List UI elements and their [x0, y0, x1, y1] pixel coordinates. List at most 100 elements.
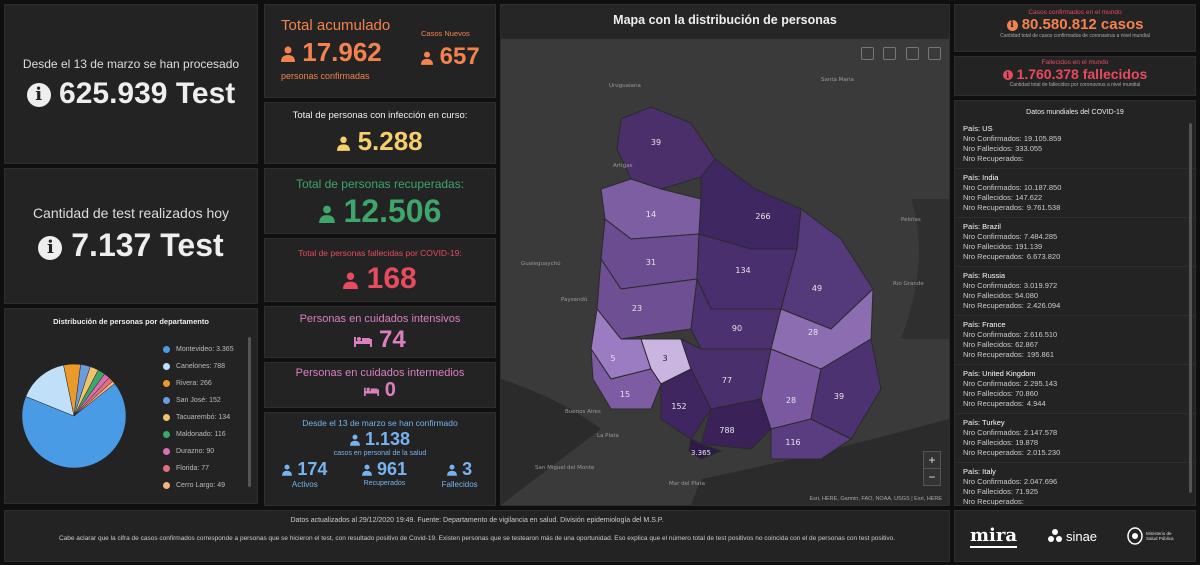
map-place-5: Buenos Aires [565, 409, 601, 415]
country-item: País: Brazil Nro Confirmados: 7.484.285 Nr… [955, 218, 1195, 267]
legend-item[interactable]: Durazno: 90 [163, 443, 247, 460]
map-view[interactable]: 39 14 266 31 134 49 23 90 28 5 3 77 15 1… [501, 39, 949, 505]
country-confirmados: Nro Confirmados: 19.105.859 [963, 134, 1062, 143]
person-icon [447, 464, 458, 476]
dept-maldonado [770, 418, 852, 460]
home-icon[interactable] [860, 47, 874, 60]
country-recuperados-label: Nro Recuperados: [963, 448, 1024, 457]
legend-scrollbar[interactable] [248, 337, 251, 487]
map-label-paysandu: 31 [646, 258, 656, 267]
map-place-8: Pelotas [901, 217, 921, 223]
map-toolbar [856, 47, 941, 65]
country-recuperados: Nro Recuperados: [963, 154, 1195, 164]
country-recuperados: Nro Recuperados: 195.861 [963, 350, 1195, 360]
map-place-4: Gualeguaychú [521, 260, 561, 267]
dept-rivera [698, 158, 802, 250]
map-label-salto: 14 [646, 210, 656, 219]
total-accumulated-label: Total acumulado [281, 17, 391, 34]
map-panel: Mapa con la distribución de personas [500, 4, 950, 506]
country-fallecidos: Nro Fallecidos: 70.860 [963, 389, 1039, 398]
country-recuperados-label: Nro Recuperados: [963, 154, 1024, 163]
map-label-montevideo: 3.365 [691, 449, 711, 457]
dept-sanjose [660, 368, 712, 440]
sinae-logo[interactable]: sinae [1047, 528, 1097, 544]
legend-item[interactable]: San José: 152 [163, 392, 247, 409]
legend-item[interactable]: Tacuarembó: 134 [163, 409, 247, 426]
health-staff-deaths: 3 Fallecidos [442, 459, 478, 489]
msp-logo[interactable]: Ministerio de Salud Pública [1127, 527, 1180, 545]
legend-item[interactable]: Canelones: 788 [163, 358, 247, 375]
country-recuperados-label: Nro Recuperados: [963, 399, 1024, 408]
country-recuperados-value: 6.673.820 [1026, 252, 1061, 261]
country-pais: País: United Kingdom [963, 369, 1036, 378]
mira-logo[interactable]: mira [969, 524, 1017, 548]
pie-slice-montevideo[interactable] [21, 383, 127, 469]
info-icon: i [38, 235, 63, 260]
legend-label: Cerro Largo: 49 [176, 482, 226, 489]
country-recuperados: Nro Recuperados: 6.673.820 [963, 252, 1195, 262]
map-label-canelones: 788 [719, 426, 734, 435]
world-deaths-sub: Cantidad total de fallecidos por coronav… [1009, 82, 1141, 88]
pie-slice-canelones[interactable] [25, 364, 75, 417]
legend-label: San José: 152 [176, 397, 221, 404]
dept-rocha [810, 338, 882, 440]
legend-label: Florida: 77 [176, 465, 210, 472]
legend-swatch [163, 380, 170, 387]
map-place-7: Mar del Plata [669, 481, 705, 487]
active-infections-panel: Total de personas con infección en curso… [264, 102, 496, 164]
tests-processed-value: 625.939 Test [59, 77, 236, 110]
country-confirmados: Nro Confirmados: 10.187.850 [963, 183, 1062, 192]
country-fallecidos: Nro Fallecidos: 191.139 [963, 242, 1043, 251]
health-staff-deaths-value: 3 [462, 459, 473, 479]
zoom-out-button[interactable]: − [928, 470, 936, 484]
country-fallecidos: Nro Fallecidos: 71.925 [963, 487, 1039, 496]
map-label-cerrolargo: 49 [812, 284, 822, 293]
recovered-panel: Total de personas recuperadas: 12.506 [264, 168, 496, 234]
layers-icon[interactable] [883, 47, 897, 60]
pie-slice-cerro-largo[interactable] [73, 380, 116, 417]
legend-item[interactable]: Florida: 77 [163, 460, 247, 477]
legend-item[interactable]: Maldonado: 116 [163, 426, 247, 443]
world-list-scrollbar[interactable] [1189, 123, 1192, 493]
dept-artigas [616, 106, 716, 190]
country-recuperados-value: 2.426.094 [1026, 301, 1061, 310]
legend-icon[interactable] [928, 47, 941, 60]
map-label-flores: 3 [662, 354, 667, 363]
legend-item[interactable]: Rivera: 266 [163, 375, 247, 392]
dept-montevideo [688, 438, 723, 460]
logos-panel: mira sinae Ministerio de Salud Pública [954, 510, 1196, 562]
map-place-1: Santa Maria [821, 77, 854, 83]
uruguay-map[interactable]: 39 14 266 31 134 49 23 90 28 5 3 77 15 1… [501, 39, 949, 505]
country-recuperados-value: 2.015.230 [1026, 448, 1061, 457]
basemap-icon[interactable] [905, 47, 919, 60]
tests-processed-panel: Desde el 13 de marzo se han procesado i … [4, 4, 258, 164]
health-staff-confirmed-value: 1.138 [364, 429, 411, 449]
country-fallecidos: Nro Fallecidos: 62.867 [963, 340, 1039, 349]
legend-item[interactable]: Cerro Largo: 49 [163, 477, 247, 494]
zoom-in-button[interactable]: + [924, 452, 940, 469]
sinae-label: sinae [1065, 528, 1098, 544]
legend-label: Montevideo: 3.365 [176, 346, 234, 353]
map-label-treintaytres: 28 [808, 328, 818, 337]
distribution-pie-chart[interactable] [19, 361, 129, 471]
tests-today-label: Cantidad de test realizados hoy [32, 205, 230, 221]
footer-panel: Datos actualizados al 29/12/2020 19:49. … [4, 510, 950, 562]
map-place-9: Rio Grande [893, 281, 924, 287]
map-label-maldonado: 116 [785, 438, 800, 447]
icu-label: Personas en cuidados intensivos [299, 313, 461, 325]
country-pais: País: India [963, 173, 999, 182]
health-staff-panel: Desde el 13 de marzo se han confirmado 1… [264, 412, 496, 506]
intermediate-care-value: 0 [384, 379, 396, 401]
country-confirmados: Nro Confirmados: 2.047.696 [963, 477, 1058, 486]
tests-processed-label: Desde el 13 de marzo se han procesado [22, 57, 240, 71]
world-list-title: Datos mundiales del COVID-19 [1026, 109, 1124, 116]
map-label-durazno: 90 [732, 324, 742, 333]
legend-item[interactable]: Montevideo: 3.365 [163, 341, 247, 358]
country-list[interactable]: País: US Nro Confirmados: 19.105.859 Nro F… [955, 120, 1195, 505]
active-infections-label: Total de personas con infección en curso… [292, 110, 468, 121]
country-item: País: Turkey Nro Confirmados: 2.147.578 Nr… [955, 414, 1195, 463]
footer-note: Cabe aclarar que la cifra de casos confi… [58, 535, 896, 542]
map-label-rocha: 39 [834, 392, 844, 401]
recovered-label: Total de personas recuperadas: [295, 177, 465, 191]
country-recuperados: Nro Recuperados: 4.944 [963, 399, 1195, 409]
